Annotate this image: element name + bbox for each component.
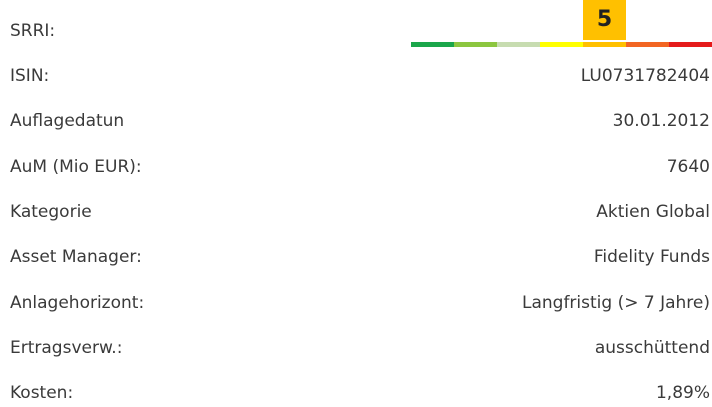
srri-value: 5 <box>583 0 626 40</box>
row-value: Langfristig (> 7 Jahre) <box>521 292 710 313</box>
scale-segment <box>454 42 497 47</box>
row-label: Ertragsverw.: <box>10 337 123 358</box>
row-value: LU0731782404 <box>580 66 710 86</box>
row-label: Kategorie <box>10 201 92 222</box>
row-value: 7640 <box>666 156 710 177</box>
srri-label: SRRI: <box>10 21 56 41</box>
row-label: Anlagehorizont: <box>10 292 145 313</box>
row-label: Kosten: <box>10 383 74 404</box>
row-value: ausschüttend <box>594 337 710 358</box>
row-value: 30.01.2012 <box>612 111 710 132</box>
row-label: Auflagedatun <box>10 111 125 132</box>
scale-segment <box>583 42 626 47</box>
scale-segment <box>540 42 583 47</box>
scale-segment <box>497 42 540 47</box>
scale-segment <box>626 42 669 47</box>
row-value: 1,89% <box>655 383 710 404</box>
row-label: AuM (Mio EUR): <box>10 156 142 177</box>
row-label: ISIN: <box>10 66 50 86</box>
row-value: Aktien Global <box>596 201 710 222</box>
row-label: Asset Manager: <box>10 247 142 268</box>
row-value: Fidelity Funds <box>593 247 710 268</box>
scale-segment <box>669 42 712 47</box>
scale-segment <box>411 42 454 47</box>
